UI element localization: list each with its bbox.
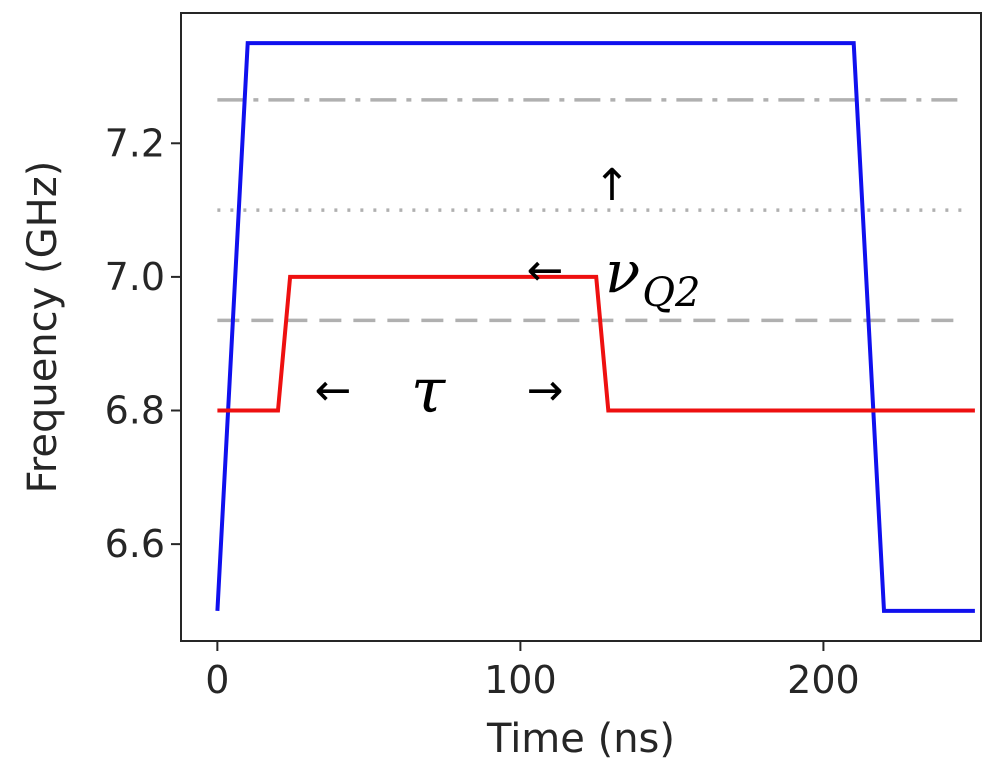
nu-q2-annotation: νQ2: [605, 238, 701, 316]
plot-frame: [180, 12, 982, 642]
up-arrow-annotation: ↑: [594, 160, 631, 211]
series-line-1: [215, 41, 975, 613]
x-axis-label: Time (ns): [486, 716, 675, 762]
tau-annotation: τ: [411, 354, 447, 427]
nu-subscript: Q2: [642, 270, 700, 316]
tau-left-arrow-annotation: ←: [315, 365, 352, 416]
nu-symbol: ν: [605, 238, 640, 306]
series-lines: [215, 41, 975, 613]
y-axis-label: Frequency (GHz): [20, 161, 66, 494]
y-tick-label: 7.2: [105, 121, 165, 165]
y-tick-label: 6.8: [105, 389, 165, 433]
tau-right-arrow-annotation: →: [527, 365, 564, 416]
nu-left-arrow-annotation: ←: [527, 245, 564, 296]
y-tick-label: 7.0: [105, 255, 165, 299]
series-line-2: [217, 274, 975, 413]
y-tick-label: 6.6: [105, 522, 165, 566]
reference-lines: [217, 98, 963, 323]
x-tick-label: 100: [484, 658, 557, 702]
x-tick-label: 200: [787, 658, 860, 702]
x-tick-label: 0: [205, 658, 229, 702]
y-axis: 6.6 6.8 7.0 7.2: [105, 121, 181, 566]
x-axis: 0 100 200: [205, 641, 860, 702]
